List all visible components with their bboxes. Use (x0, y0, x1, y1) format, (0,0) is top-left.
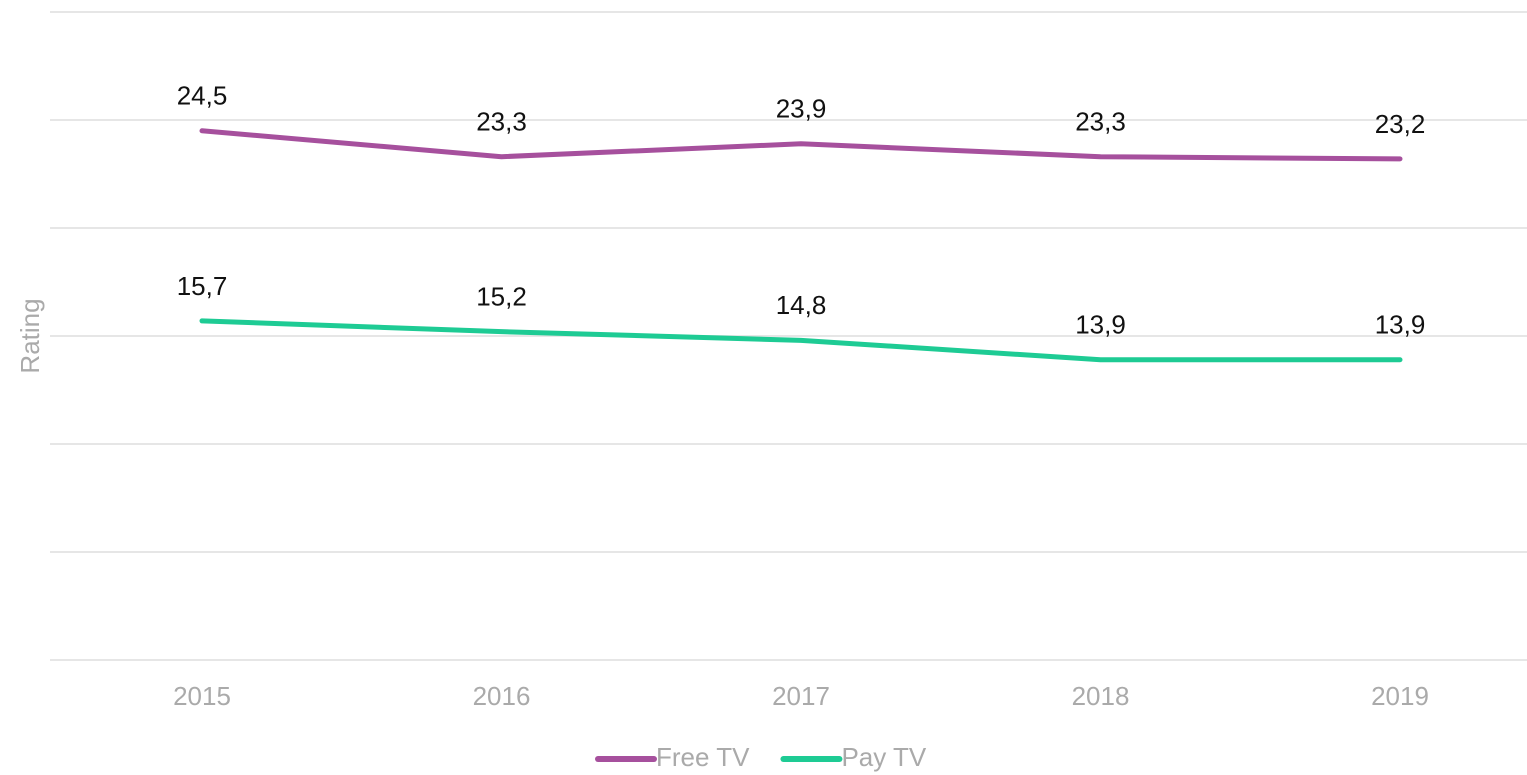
y-axis-label: Rating (15, 298, 45, 373)
x-tick-label: 2017 (772, 681, 830, 711)
data-label: 13,9 (1075, 310, 1126, 340)
line (199, 128, 1403, 162)
legend-label: Pay TV (841, 742, 926, 772)
x-tick-label: 2016 (473, 681, 531, 711)
data-label: 13,9 (1375, 310, 1426, 340)
data-label: 23,3 (1075, 107, 1126, 137)
x-tick-label: 2019 (1371, 681, 1429, 711)
data-label: 23,2 (1375, 109, 1426, 139)
data-label: 15,7 (177, 271, 228, 301)
legend-label: Free TV (656, 742, 750, 772)
x-tick-label: 2018 (1072, 681, 1130, 711)
x-tick-label: 2015 (173, 681, 231, 711)
data-label: 23,9 (776, 94, 827, 124)
data-label: 14,8 (776, 290, 827, 320)
data-label: 24,5 (177, 81, 228, 111)
data-label: 15,2 (476, 282, 527, 312)
data-label: 23,3 (476, 107, 527, 137)
line (199, 318, 1403, 363)
